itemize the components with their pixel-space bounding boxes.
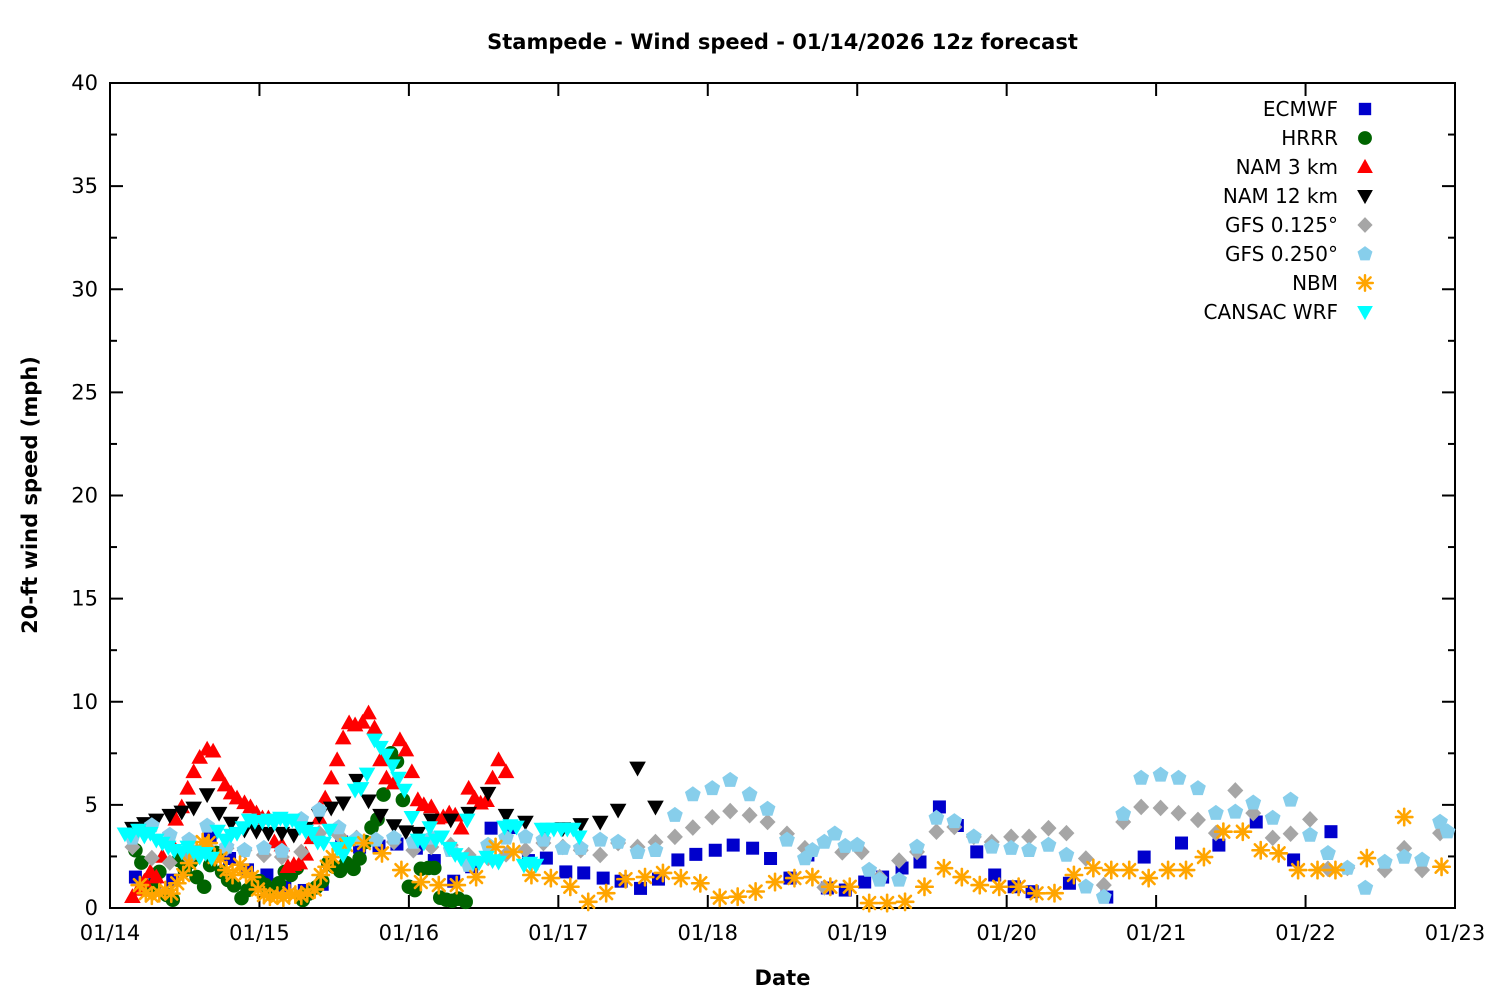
x-axis-tick-labels: 01/14 01/15 01/16 01/17 01/18 01/19 01/20 01/21…: [80, 921, 1486, 945]
legend-label-gfs-0-125: GFS 0.125°: [1225, 213, 1338, 237]
legend-marker-nam-3-km-icon: [1357, 158, 1373, 173]
chart-title: Stampede - Wind speed - 01/14/2026 12z f…: [487, 30, 1078, 54]
legend-label-gfs-0-250: GFS 0.250°: [1225, 242, 1338, 266]
svg-text:20: 20: [71, 484, 98, 508]
legend-label-nbm: NBM: [1292, 271, 1338, 295]
svg-text:35: 35: [71, 174, 98, 198]
legend-label-ecmwf: ECMWF: [1263, 97, 1338, 121]
svg-text:01/20: 01/20: [976, 921, 1037, 945]
y-axis-title: 20-ft wind speed (mph): [18, 356, 42, 634]
legend-marker-nbm-icon: [1355, 273, 1375, 293]
svg-text:01/22: 01/22: [1275, 921, 1336, 945]
series-cansac-wrf: [116, 733, 588, 874]
legend-label-nam-3-km: NAM 3 km: [1236, 155, 1338, 179]
svg-text:15: 15: [71, 587, 98, 611]
y-axis-ticks: [110, 82, 1455, 909]
svg-text:01/21: 01/21: [1126, 921, 1187, 945]
legend-item-gfs-0-125: GFS 0.125°: [1225, 213, 1373, 237]
svg-text:10: 10: [71, 690, 98, 714]
legend-item-hrrr: HRRR: [1281, 126, 1372, 150]
svg-text:0: 0: [85, 896, 98, 920]
svg-text:25: 25: [71, 380, 98, 404]
svg-text:40: 40: [71, 71, 98, 95]
svg-text:01/18: 01/18: [678, 921, 739, 945]
svg-text:01/14: 01/14: [80, 921, 141, 945]
svg-text:01/17: 01/17: [528, 921, 589, 945]
legend-item-nbm: NBM: [1292, 271, 1375, 295]
svg-text:01/23: 01/23: [1425, 921, 1486, 945]
legend-item-nam-3-km: NAM 3 km: [1236, 155, 1373, 179]
legend: ECMWF HRRR NAM 3 km NAM 12 km GFS 0.125° GFS …: [1203, 97, 1375, 324]
svg-text:5: 5: [85, 793, 98, 817]
svg-text:01/15: 01/15: [229, 921, 290, 945]
x-axis-ticks: [109, 83, 1456, 908]
svg-text:30: 30: [71, 277, 98, 301]
legend-label-hrrr: HRRR: [1281, 126, 1338, 150]
y-axis-tick-labels: 0 5 10 15 20 25 30 35 40: [71, 71, 98, 920]
legend-label-cansac-wrf: CANSAC WRF: [1203, 300, 1338, 324]
legend-item-ecmwf: ECMWF: [1263, 97, 1372, 121]
legend-label-nam-12-km: NAM 12 km: [1223, 184, 1338, 208]
legend-marker-gfs-0-250-icon: [1357, 246, 1373, 261]
x-axis-title: Date: [754, 966, 811, 990]
legend-marker-gfs-0-125-icon: [1357, 217, 1373, 233]
svg-text:01/19: 01/19: [827, 921, 888, 945]
legend-item-gfs-0-250: GFS 0.250°: [1225, 242, 1373, 266]
legend-marker-hrrr-icon: [1358, 131, 1372, 145]
series-nbm: [130, 807, 1452, 913]
legend-marker-ecmwf-icon: [1358, 102, 1372, 116]
legend-marker-nam-12-km-icon: [1357, 190, 1373, 205]
legend-item-nam-12-km: NAM 12 km: [1223, 184, 1373, 208]
legend-marker-cansac-wrf-icon: [1357, 306, 1373, 321]
legend-item-cansac-wrf: CANSAC WRF: [1203, 300, 1373, 324]
svg-text:01/16: 01/16: [379, 921, 440, 945]
